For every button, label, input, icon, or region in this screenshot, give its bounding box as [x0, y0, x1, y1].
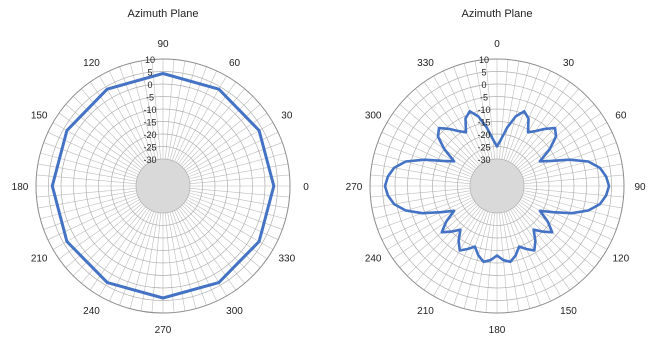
grid-ring [419, 108, 575, 264]
angle-label: 90 [634, 182, 646, 193]
angle-label: 0 [494, 39, 500, 50]
radial-tick-label: -25 [143, 143, 156, 153]
grid-ring [135, 158, 191, 214]
inner-disk [136, 159, 190, 213]
radial-tick-label: 5 [147, 68, 152, 78]
radial-tick-label: 10 [479, 55, 489, 65]
angle-label: 180 [12, 182, 29, 193]
radial-tick-label: -30 [143, 155, 156, 165]
angle-label: 120 [83, 58, 100, 69]
angle-label: 300 [365, 111, 382, 122]
grid-ring [60, 83, 266, 289]
radial-labels-left: 10 5 0 -5 -10 -15 -20 -25 -30 [143, 55, 156, 165]
angle-label: 240 [83, 306, 100, 317]
grid-left [35, 58, 291, 314]
grid-ring [98, 121, 228, 251]
radial-tick-label: -15 [143, 118, 156, 128]
angle-labels-right: 0 30 60 90 120 150 180 210 240 270 300 330 [346, 39, 646, 336]
angle-label: 270 [155, 325, 172, 336]
angle-label: 60 [615, 111, 627, 122]
radial-labels-right: 10 5 0 -5 -10 -15 -20 -25 -30 [477, 55, 490, 165]
angle-label: 270 [346, 182, 363, 193]
angle-label: 0 [303, 182, 309, 193]
grid-ring [48, 71, 278, 301]
radial-tick-label: -20 [477, 130, 490, 140]
chart-title-left: Azimuth Plane [128, 8, 199, 20]
grid-ring [469, 158, 525, 214]
angle-label: 330 [278, 254, 295, 265]
angle-label: 180 [489, 325, 506, 336]
pattern-left [50, 72, 276, 300]
angle-label: 60 [229, 58, 241, 69]
radial-tick-label: -15 [477, 118, 490, 128]
radial-tick-label: -25 [477, 143, 490, 153]
angle-label: 210 [31, 254, 48, 265]
radial-tick-label: -5 [480, 93, 488, 103]
angle-label: 330 [417, 58, 434, 69]
grid-ring [394, 83, 600, 289]
radial-tick-label: 0 [481, 80, 486, 90]
grid-ring [382, 71, 612, 301]
grid-ring [35, 58, 291, 314]
grid-ring [73, 96, 253, 276]
radial-tick-label: 0 [147, 80, 152, 90]
grid-ring [369, 58, 625, 314]
grid-ring [407, 96, 587, 276]
polar-chart-right: Azimuth Plane 0 30 60 90 120 150 180 210 240 270 3… [346, 8, 646, 336]
angle-label: 30 [563, 58, 575, 69]
pattern-right [383, 110, 611, 264]
grid-right [369, 58, 625, 314]
angle-label: 150 [560, 306, 577, 317]
radial-tick-label: -10 [143, 105, 156, 115]
grid-ring [85, 108, 241, 264]
angle-label: 90 [157, 39, 169, 50]
inner-disk [470, 159, 524, 213]
grid-ring [444, 133, 550, 239]
radial-tick-label: -5 [146, 93, 154, 103]
angle-label: 120 [612, 254, 629, 265]
angle-label: 300 [226, 306, 243, 317]
radial-tick-label: -10 [477, 105, 490, 115]
polar-chart-left: Azimuth Plane 90603003303002702402101801… [12, 8, 310, 336]
angle-label: 30 [281, 111, 293, 122]
grid-ring [123, 146, 203, 226]
chart-title-right: Azimuth Plane [462, 8, 533, 20]
grid-ring [432, 121, 562, 251]
angle-label: 210 [417, 306, 434, 317]
angle-label: 240 [365, 254, 382, 265]
radial-tick-label: 5 [481, 68, 486, 78]
angle-label: 150 [31, 111, 48, 122]
radial-tick-label: -30 [477, 155, 490, 165]
radial-tick-label: -20 [143, 130, 156, 140]
radial-tick-label: 10 [145, 55, 155, 65]
grid-ring [110, 133, 216, 239]
